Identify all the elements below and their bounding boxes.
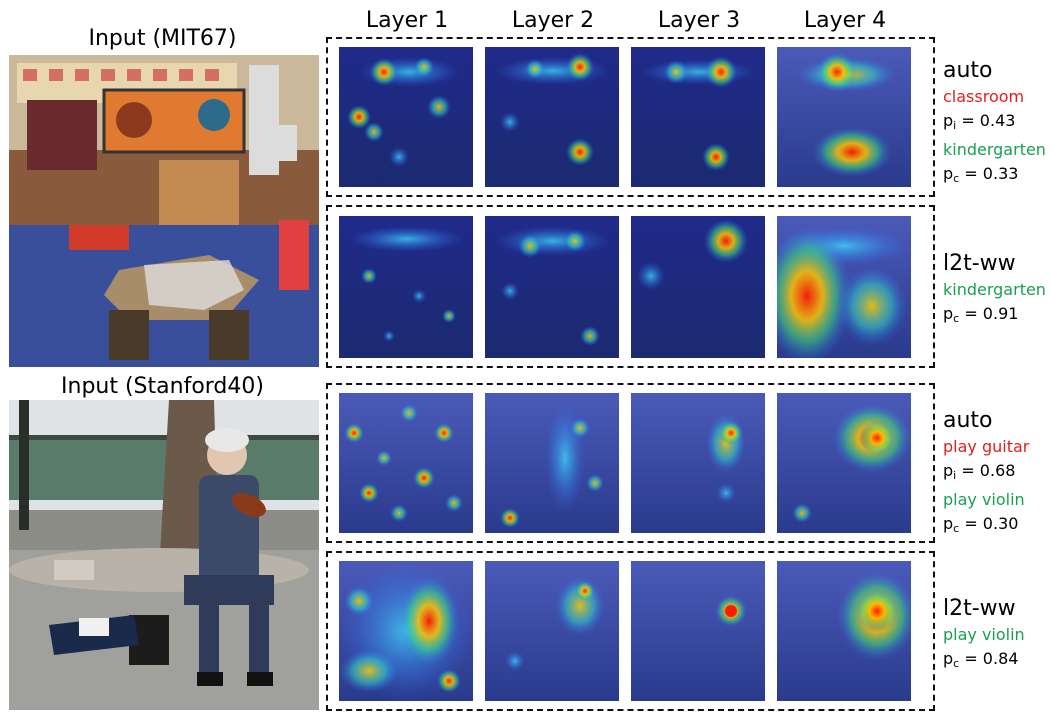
input-title-stanford40: Input (Stanford40) xyxy=(61,374,264,399)
input-title-mit67: Input (MIT67) xyxy=(88,26,237,51)
annotation-stanford-auto: auto play guitar pi = 0.68 play violin p… xyxy=(943,407,1029,541)
input-image-violinist xyxy=(9,400,319,710)
row-box-mit-auto xyxy=(326,37,935,197)
column-header-layer-1: Layer 1 xyxy=(365,8,449,33)
attention-map-stanford-auto-layer-1 xyxy=(339,393,473,533)
wrong-class-label: classroom xyxy=(943,87,1025,106)
row-box-stanford-auto xyxy=(326,383,935,543)
attention-map-stanford-auto-layer-4 xyxy=(777,393,911,533)
attention-map-stanford-l2t-ww-layer-1 xyxy=(339,561,473,701)
method-label: auto xyxy=(943,58,993,83)
correct-class-label: play violin xyxy=(943,490,1025,509)
row-box-mit-l2t-ww xyxy=(326,205,935,368)
row-box-stanford-l2t-ww xyxy=(326,551,935,711)
attention-map-mit-l2t-ww-layer-2 xyxy=(485,216,619,358)
column-header-layer-2: Layer 2 xyxy=(511,8,595,33)
method-label: l2t-ww xyxy=(943,251,1016,276)
attention-map-mit-auto-layer-4 xyxy=(777,47,911,187)
attention-map-stanford-l2t-ww-layer-2 xyxy=(485,561,619,701)
correct-probability: pc = 0.91 xyxy=(943,304,1019,325)
annotation-mit-auto: auto classroom pi = 0.43 kindergarten pc… xyxy=(943,57,1046,191)
attention-map-stanford-auto-layer-2 xyxy=(485,393,619,533)
correct-probability: pc = 0.30 xyxy=(943,514,1019,535)
correct-probability: pc = 0.84 xyxy=(943,649,1019,670)
correct-probability: pc = 0.33 xyxy=(943,164,1019,185)
column-header-layer-4: Layer 4 xyxy=(803,8,887,33)
method-label: l2t-ww xyxy=(943,596,1016,621)
wrong-class-label: play guitar xyxy=(943,437,1030,456)
attention-map-mit-l2t-ww-layer-3 xyxy=(631,216,765,358)
attention-map-stanford-auto-layer-3 xyxy=(631,393,765,533)
attention-map-mit-l2t-ww-layer-4 xyxy=(777,216,911,358)
method-label: auto xyxy=(943,408,993,433)
input-image-classroom xyxy=(9,55,319,367)
correct-class-label: kindergarten xyxy=(943,140,1046,159)
column-header-layer-3: Layer 3 xyxy=(657,8,741,33)
attention-map-mit-auto-layer-2 xyxy=(485,47,619,187)
attention-map-stanford-l2t-ww-layer-3 xyxy=(631,561,765,701)
attention-map-stanford-l2t-ww-layer-4 xyxy=(777,561,911,701)
incorrect-probability: pi = 0.43 xyxy=(943,111,1016,132)
attention-map-mit-auto-layer-1 xyxy=(339,47,473,187)
attention-map-mit-auto-layer-3 xyxy=(631,47,765,187)
correct-class-label: play violin xyxy=(943,625,1025,644)
annotation-mit-l2t-ww: l2t-ww kindergarten pc = 0.91 xyxy=(943,250,1046,331)
incorrect-probability: pi = 0.68 xyxy=(943,461,1016,482)
annotation-stanford-l2t-ww: l2t-ww play violin pc = 0.84 xyxy=(943,595,1025,676)
attention-map-mit-l2t-ww-layer-1 xyxy=(339,216,473,358)
correct-class-label: kindergarten xyxy=(943,280,1046,299)
